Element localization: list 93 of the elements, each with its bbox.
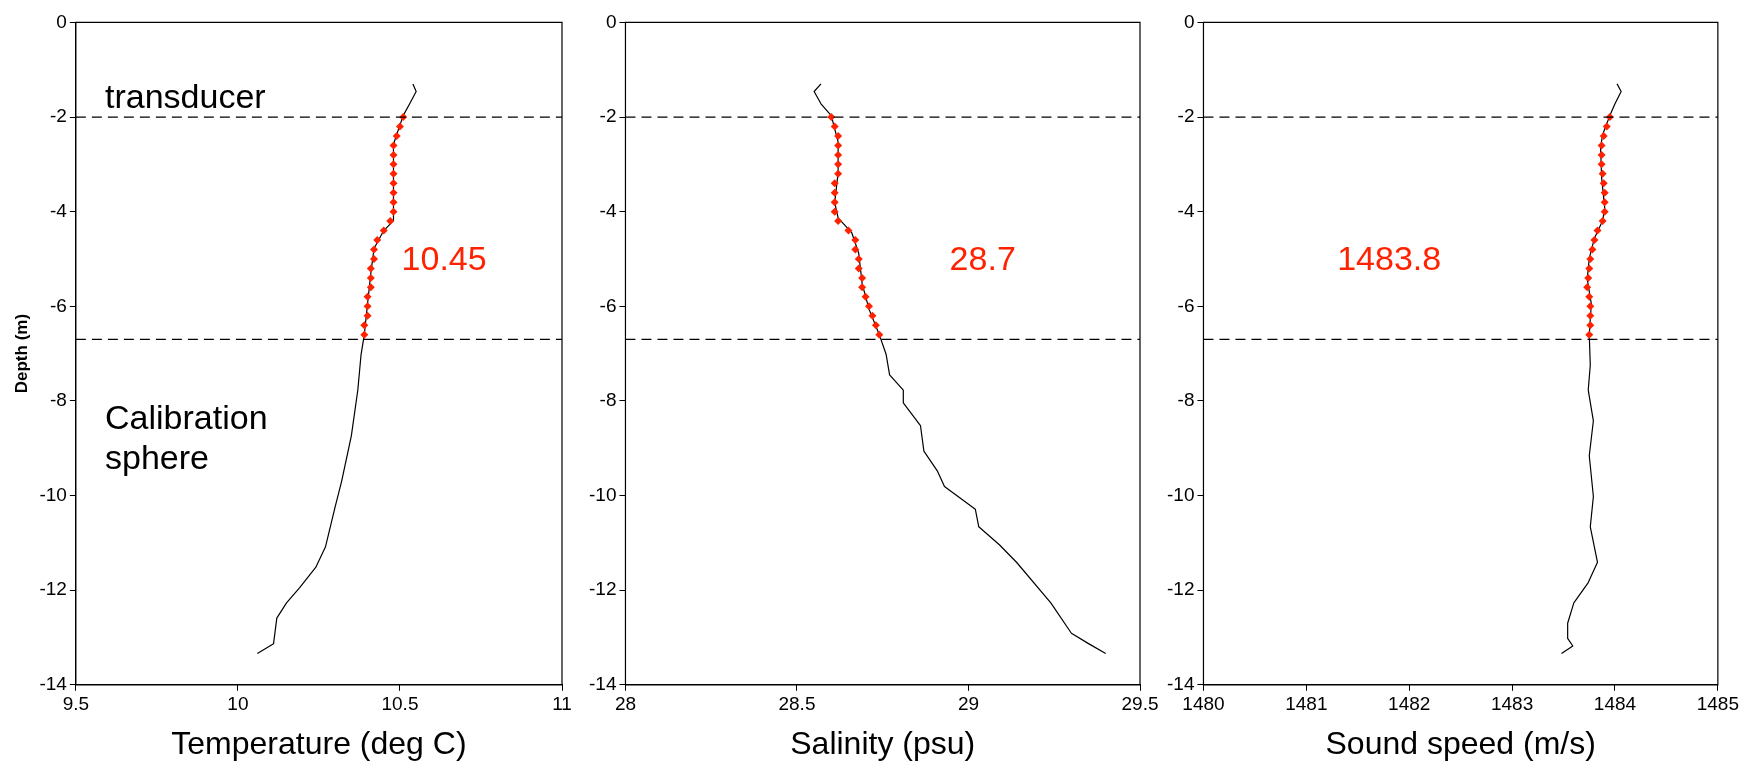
annotation: transducer [105, 76, 266, 115]
point [363, 292, 372, 301]
point [366, 264, 375, 273]
y-tick-label: -4 [49, 199, 68, 221]
point [871, 321, 880, 330]
x-tick-label: 1485 [1696, 693, 1740, 715]
y-tick-label: -12 [39, 578, 67, 600]
point [875, 330, 884, 339]
point [379, 226, 388, 235]
y-tick-label: -2 [599, 105, 617, 127]
point [858, 273, 867, 282]
point [370, 245, 379, 254]
y-tick-label: -8 [599, 389, 617, 411]
point [389, 198, 398, 207]
point [830, 122, 839, 131]
point [868, 311, 877, 320]
y-tick-label: -12 [1166, 578, 1195, 600]
x-tick-label: 1484 [1593, 693, 1637, 715]
x-axis-title: Temperature (deg C) [171, 724, 467, 761]
annotation: Calibration sphere [105, 398, 268, 477]
point [389, 188, 398, 197]
point [389, 141, 398, 150]
point [834, 169, 843, 178]
point [834, 150, 843, 159]
y-tick-label: -6 [599, 294, 617, 316]
y-tick-label: -14 [1166, 673, 1195, 695]
x-tick-label: 10.5 [381, 693, 419, 715]
x-tick-label: 9.5 [62, 693, 90, 715]
x-tick-label: 29 [957, 693, 980, 715]
y-tick-label: -14 [588, 673, 617, 695]
point [389, 169, 398, 178]
point [854, 264, 863, 273]
point [858, 283, 867, 292]
point [389, 207, 398, 216]
point [830, 188, 839, 197]
point [861, 292, 870, 301]
y-tick-label: -4 [599, 199, 617, 221]
y-tick-label: -2 [49, 105, 67, 127]
y-tick-label: -8 [1177, 389, 1195, 411]
annotation: 1483.8 [1337, 239, 1442, 278]
y-tick-label: -12 [588, 578, 617, 600]
point [363, 311, 372, 320]
point [395, 122, 404, 131]
y-tick-label: -2 [1177, 105, 1195, 127]
point [834, 160, 843, 169]
point [834, 141, 843, 150]
point [854, 254, 863, 263]
point [363, 302, 372, 311]
point [389, 160, 398, 169]
x-tick-label: 1480 [1182, 693, 1225, 715]
point [373, 236, 382, 245]
y-tick-label: -8 [49, 389, 67, 411]
y-tick-label: -10 [588, 483, 617, 505]
point [834, 217, 843, 226]
point [370, 254, 379, 263]
y-tick-label: -10 [1166, 483, 1195, 505]
point [834, 131, 843, 140]
y-tick-label: 0 [605, 10, 617, 32]
point [851, 245, 860, 254]
y-axis-title: Depth (m) [11, 313, 31, 394]
x-tick-label: 10 [227, 693, 249, 715]
point [392, 131, 401, 140]
y-tick-label: 0 [56, 10, 67, 32]
point [830, 198, 839, 207]
annotation: 10.45 [401, 239, 487, 278]
point [389, 179, 398, 188]
y-tick-label: -6 [1177, 294, 1195, 316]
x-tick-label: 28.5 [778, 693, 816, 715]
point [366, 283, 375, 292]
point [830, 207, 839, 216]
x-tick-label: 29.5 [1121, 693, 1159, 715]
point [360, 321, 369, 330]
y-tick-label: 0 [1183, 10, 1195, 32]
x-axis-title: Salinity (psu) [790, 724, 976, 761]
x-tick-label: 1481 [1285, 693, 1328, 715]
point [389, 150, 398, 159]
point [360, 330, 369, 339]
y-tick-label: -10 [39, 483, 67, 505]
point [851, 236, 860, 245]
point [830, 179, 839, 188]
y-tick-label: -6 [49, 294, 67, 316]
x-tick-label: 1482 [1388, 693, 1431, 715]
x-axis-title: Sound speed (m/s) [1325, 724, 1596, 761]
x-tick-label: 1483 [1490, 693, 1534, 715]
annotation: 28.7 [949, 239, 1016, 278]
point [366, 273, 375, 282]
point [844, 226, 853, 235]
y-tick-label: -14 [39, 673, 68, 695]
x-tick-label: 28 [614, 693, 637, 715]
x-tick-label: 11 [552, 693, 572, 715]
point [386, 217, 395, 226]
y-tick-label: -4 [1177, 199, 1195, 221]
point [865, 302, 874, 311]
